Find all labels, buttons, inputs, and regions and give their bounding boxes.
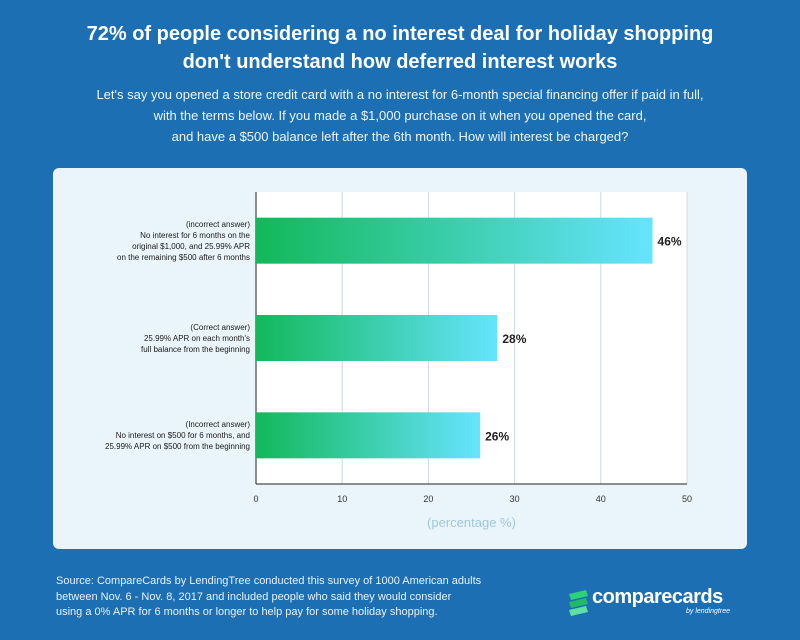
bar-value-label: 46%	[658, 235, 682, 249]
source-line-1: Source: CompareCards by LendingTree cond…	[56, 575, 482, 587]
category-label-line: No interest for 6 months on the	[140, 230, 250, 240]
x-tick-label: 40	[596, 494, 606, 504]
category-label-line: on the remaining $500 after 6 months	[117, 252, 250, 262]
title-line-1: 72% of people considering a no interest …	[86, 23, 714, 45]
page-title: 72% of people considering a no interest …	[40, 20, 760, 76]
x-tick-label: 30	[510, 494, 520, 504]
bar	[256, 217, 653, 264]
subtitle-line-2: with the terms below. If you made a $1,0…	[153, 108, 647, 123]
x-tick-label: 20	[423, 494, 433, 504]
logo-sub: by lendingtree	[686, 608, 730, 615]
bar-chart: 0 10 20 30 40 50 46% 28% 26% (percentage %)	[253, 192, 692, 530]
bar-value-label: 26%	[485, 429, 509, 443]
category-label: (incorrect answer) No interest for 6 mont…	[60, 219, 250, 263]
bar-value-label: 28%	[502, 332, 526, 346]
x-tick-label: 50	[682, 494, 692, 504]
source-line-2: between Nov. 6 - Nov. 8, 2017 and includ…	[56, 590, 452, 603]
subtitle-line-3: and have a $500 balance left after the 6…	[171, 129, 629, 144]
source-note: Source: CompareCards by LendingTree cond…	[56, 574, 526, 621]
category-label: (Incorrect answer) No interest on $500 fo…	[60, 419, 250, 452]
subtitle-line-1: Let's say you opened a store credit card…	[96, 87, 704, 102]
category-label-line: (incorrect answer)	[185, 219, 250, 229]
source-line-3: using a 0% APR for 6 months or longer to…	[56, 606, 438, 618]
logo-text: comparecards	[592, 586, 723, 608]
category-label-line: original $1,000, and 25.99% APR	[132, 241, 250, 251]
bar	[256, 412, 481, 459]
subtitle: Let's say you opened a store credit card…	[40, 84, 760, 147]
category-label-line: full balance from the beginning	[141, 344, 250, 354]
bar	[256, 315, 498, 361]
category-label-line: (Incorrect answer)	[185, 419, 250, 429]
category-label: (Correct answer) 25.99% APR on each month…	[60, 322, 250, 355]
logo-icon	[569, 590, 588, 616]
category-label-line: 25.99% APR on $500 from the beginning	[105, 441, 250, 451]
comparecards-logo: comparecards by lendingtree	[566, 586, 756, 622]
x-tick-label: 0	[253, 494, 258, 504]
category-label-line: No interest on $500 for 6 months, and	[115, 430, 250, 440]
x-tick-label: 10	[337, 494, 347, 504]
title-line-2: don't understand how deferred interest w…	[182, 51, 618, 73]
category-label-line: 25.99% APR on each month's	[143, 333, 250, 343]
category-label-line: (Correct answer)	[190, 322, 250, 332]
x-axis-label: (percentage %)	[427, 515, 516, 530]
chart-panel: 0 10 20 30 40 50 46% 28% 26% (percentage %) (inco…	[53, 168, 747, 549]
